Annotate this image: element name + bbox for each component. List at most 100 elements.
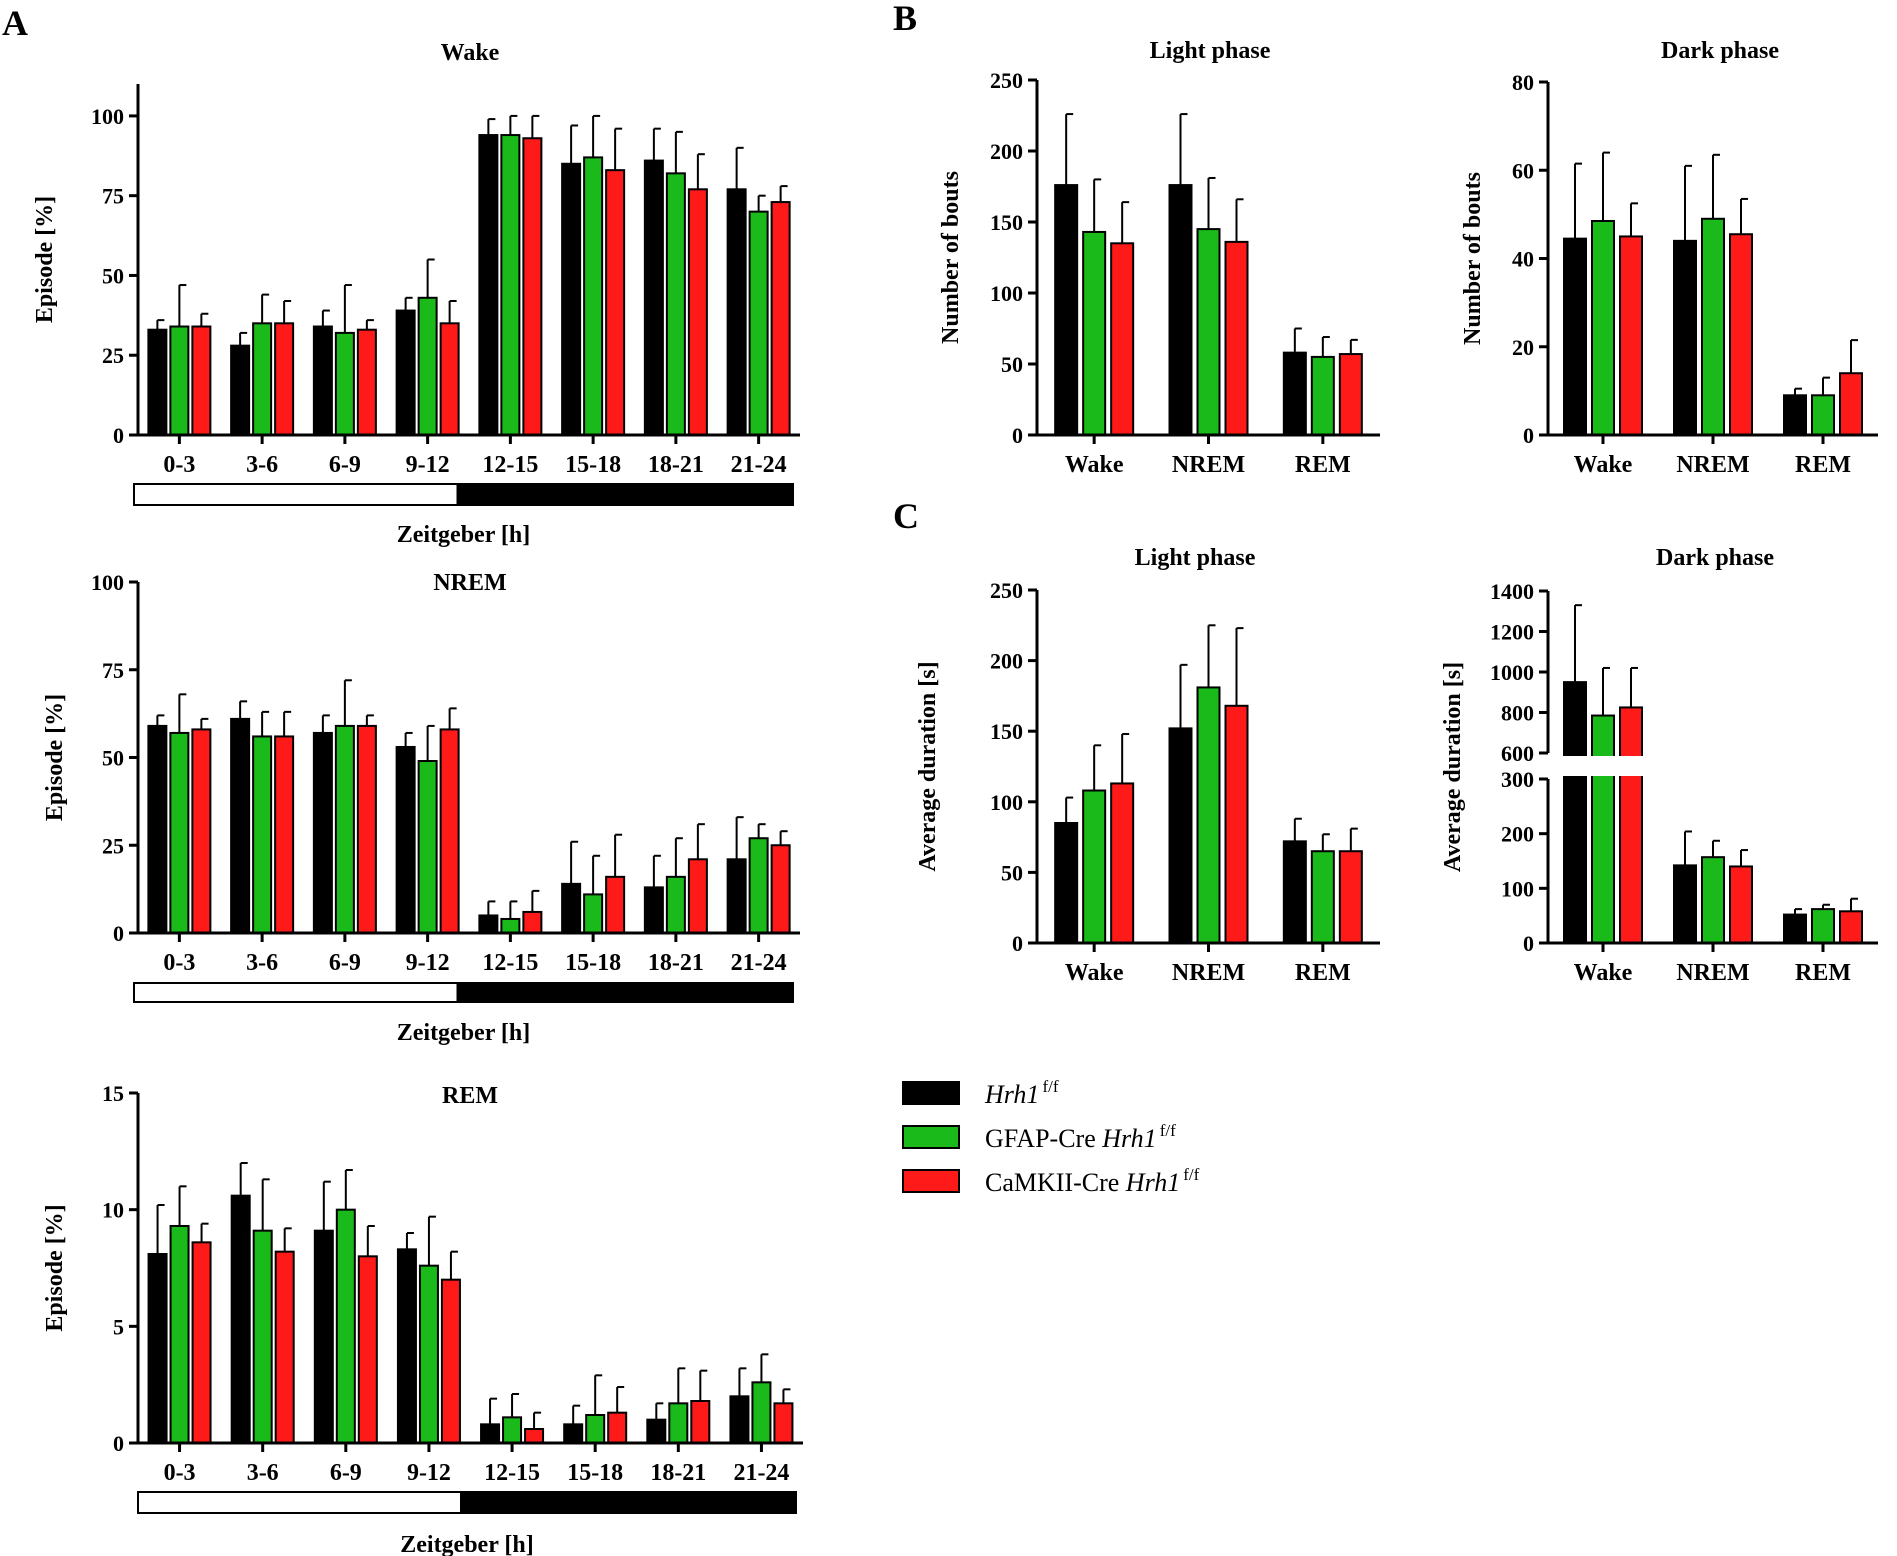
bar-series-1-3-6	[252, 322, 273, 436]
bar-series-2-12-15	[524, 1428, 545, 1444]
y-tick-label: 50	[102, 263, 124, 288]
bar-series-1-REM	[1310, 850, 1335, 944]
y-tick-label: 80	[1512, 70, 1534, 95]
bar-series-1-21-24	[748, 210, 769, 436]
bar-series-2-3-6	[274, 735, 295, 934]
bar-series-2-3-6	[274, 1250, 295, 1444]
x-tick-label: 18-21	[650, 1460, 706, 1486]
bar-series-1-REM	[1811, 908, 1835, 945]
y-tick-label: 800	[1501, 701, 1534, 726]
x-axis-label: Zeitgeber [h]	[397, 522, 531, 548]
bar-series-2-9-12	[440, 1278, 461, 1444]
y-tick-label: 0	[113, 1431, 124, 1456]
x-tick-label: NREM	[1676, 452, 1749, 478]
x-tick-label: 21-24	[731, 950, 787, 976]
y-tick-label: 200	[990, 649, 1023, 674]
chart-rem: REM Episode [%] 0 5 10 15 0-3 3-6 6-9 9-12 12-15 15…	[42, 1081, 803, 1556]
x-tick-label: REM	[1295, 452, 1351, 478]
chart-bouts-dark-phase: Dark phase Number of bouts 0 20 40 60 80 Wake NR…	[1460, 38, 1878, 478]
y-tick-label: 0	[1523, 423, 1534, 448]
chart-duration-light-phase: Light phase Average duration [s] 0 50 100 150…	[915, 545, 1380, 986]
bar-series-0-21-24	[726, 188, 747, 436]
bar-series-0-Wake	[1054, 184, 1079, 436]
chart-nrem: NREM Episode [%] 0 25 50 75 100 0-3 3-6 6-9 9-12 12…	[42, 570, 800, 1046]
legend-swatch-0	[902, 1081, 960, 1105]
bar-series-1-21-24	[748, 837, 769, 934]
chart-wake: Wake Episode [%] 0 25 50 75 100 0-3 3-6 6-9 9-12 12…	[32, 40, 800, 548]
y-tick-label: 100	[91, 570, 124, 595]
y-axis-label: Average duration [s]	[1440, 662, 1466, 872]
bar-series-1-REM	[1811, 394, 1835, 437]
bar-series-2-15-18	[607, 1411, 628, 1444]
bar-series-2-15-18	[605, 875, 626, 935]
chart-title: Wake	[441, 40, 500, 66]
y-tick-label: 150	[990, 210, 1023, 235]
x-tick-label: 3-6	[246, 950, 278, 976]
y-tick-label: 1400	[1490, 579, 1534, 604]
bar-series-1-6-9	[334, 724, 355, 934]
x-tick-label: Wake	[1065, 452, 1124, 478]
x-tick-label: 0-3	[163, 950, 195, 976]
x-tick-label: 15-18	[565, 452, 621, 478]
x-tick-label: 0-3	[163, 452, 195, 478]
y-axis-label: Number of bouts	[938, 171, 964, 344]
bar-series-0-15-18	[561, 882, 582, 934]
x-axis-label: Zeitgeber [h]	[400, 1532, 534, 1556]
y-tick-label: 250	[990, 578, 1023, 603]
x-tick-label: 18-21	[648, 452, 704, 478]
bar-series-0-REM	[1282, 840, 1307, 944]
bar-series-2-REM	[1839, 372, 1863, 437]
x-tick-label: 12-15	[482, 452, 538, 478]
bar-series-0-REM	[1783, 394, 1807, 437]
bar-series-2-Wake	[1110, 782, 1135, 944]
bar-series-0-21-24	[726, 858, 747, 934]
x-axis-label: Zeitgeber [h]	[397, 1020, 531, 1046]
bar-series-2-REM	[1338, 850, 1363, 944]
legend-label-0: Hrh1 f/f	[984, 1077, 1059, 1109]
bar-series-2-21-24	[773, 1402, 794, 1445]
x-tick-label: 6-9	[330, 1460, 362, 1486]
bar-series-2-Wake	[1619, 706, 1643, 944]
x-tick-label: 18-21	[648, 950, 704, 976]
bar-series-2-NREM	[1729, 233, 1753, 436]
bar-series-1-6-9	[335, 1208, 356, 1444]
bar-series-1-Wake	[1082, 789, 1107, 945]
bar-series-2-18-21	[687, 858, 708, 934]
dark-period-fill	[456, 483, 794, 506]
bar-series-0-REM	[1783, 913, 1807, 944]
bar-series-2-REM	[1338, 353, 1363, 436]
legend-superscript: f/f	[1042, 1077, 1058, 1096]
bar-series-1-9-12	[417, 760, 438, 935]
bar-series-1-REM	[1310, 355, 1335, 436]
x-tick-label: 21-24	[733, 1460, 789, 1486]
y-tick-label: 60	[1512, 158, 1534, 183]
y-tick-label: 100	[91, 104, 124, 129]
bar-series-1-6-9	[334, 331, 355, 436]
bar-series-1-Wake	[1591, 219, 1615, 436]
bar-series-0-12-15	[478, 134, 499, 437]
y-tick-label: 25	[102, 343, 124, 368]
bar-series-1-NREM	[1701, 856, 1725, 945]
chart-duration-dark-phase: Dark phase Average duration [s] 0 100 200 300…	[1440, 545, 1878, 986]
bar-series-0-NREM	[1168, 184, 1193, 436]
x-tick-label: 15-18	[567, 1460, 623, 1486]
bar-series-1-0-3	[169, 325, 190, 436]
x-tick-label: Wake	[1574, 452, 1633, 478]
chart-title: Dark phase	[1656, 545, 1774, 571]
y-tick-label: 20	[1512, 335, 1534, 360]
bar-series-1-NREM	[1196, 686, 1221, 944]
chart-title: Light phase	[1150, 38, 1271, 64]
y-tick-label: 75	[102, 658, 124, 683]
y-axis-label: Number of bouts	[1460, 172, 1486, 345]
bar-series-1-18-21	[665, 875, 686, 935]
y-tick-label: 100	[990, 281, 1023, 306]
bar-series-2-REM	[1839, 910, 1863, 945]
legend-prefix: CaMKII-Cre	[985, 1168, 1126, 1197]
bar-series-1-3-6	[252, 735, 273, 934]
bar-series-1-12-15	[500, 134, 521, 437]
x-tick-label: NREM	[1172, 960, 1245, 986]
bar-series-2-15-18	[605, 169, 626, 436]
x-tick-label: 12-15	[482, 950, 538, 976]
